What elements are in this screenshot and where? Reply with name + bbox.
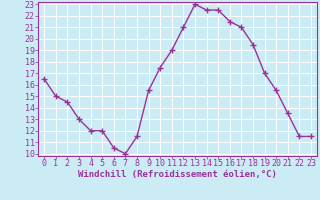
- X-axis label: Windchill (Refroidissement éolien,°C): Windchill (Refroidissement éolien,°C): [78, 170, 277, 179]
